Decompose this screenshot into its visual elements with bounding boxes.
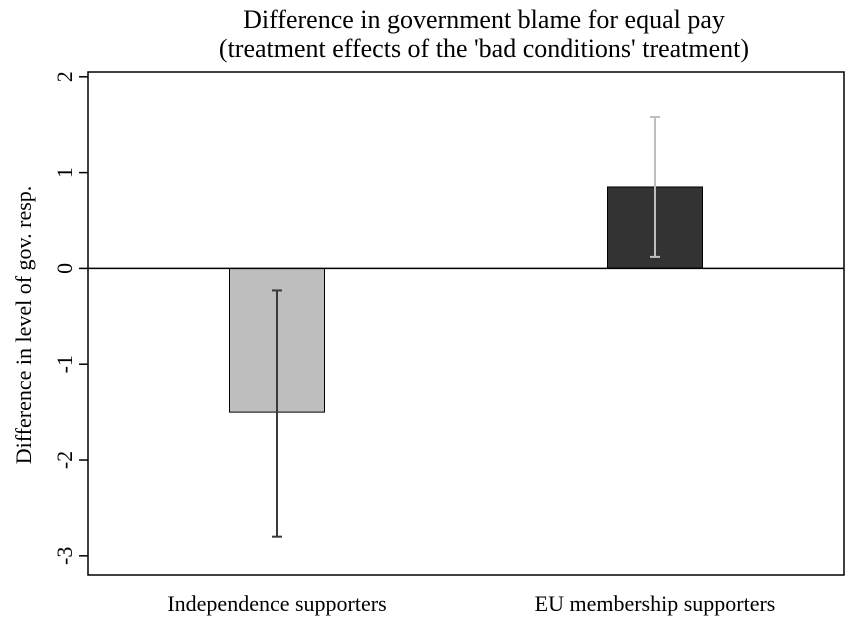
y-axis-label: Difference in level of gov. resp. [11,186,36,465]
chart-title: Difference in government blame for equal… [243,5,725,34]
y-tick-label: -1 [52,355,77,373]
y-tick-label: 1 [52,167,77,178]
y-tick-label: 2 [52,71,77,82]
bars-group [88,116,844,538]
y-axis: -3 -2 -1 0 1 2 [52,71,88,565]
plot-frame [87,71,845,576]
y-tick-label: 0 [52,263,77,274]
x-axis-labels: Independence supporters EU membership sup… [167,591,775,616]
chart-subtitle: (treatment effects of the 'bad condition… [219,34,749,63]
y-tick-label: -2 [52,451,77,469]
y-tick-label: -3 [52,547,77,565]
x-tick-label: Independence supporters [167,591,386,616]
x-tick-label: EU membership supporters [535,591,776,616]
